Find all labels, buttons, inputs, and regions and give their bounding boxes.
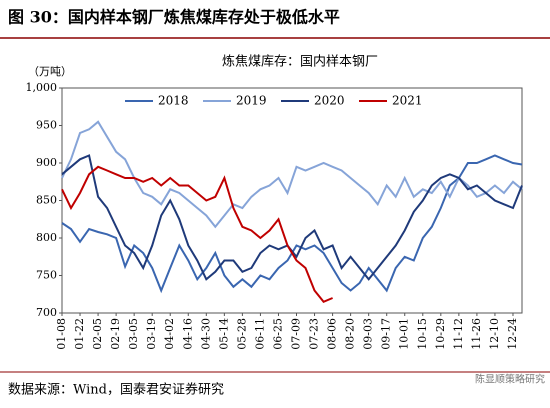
y-tick-label: 850	[36, 194, 57, 207]
y-tick-label: 800	[36, 231, 57, 244]
x-tick-label: 10-29	[434, 318, 447, 350]
y-tick-label: 750	[36, 269, 57, 282]
x-tick-label: 04-02	[163, 318, 176, 350]
y-tick-label: 700	[36, 306, 57, 319]
source: 数据来源：Wind，国泰君安证券研究	[8, 382, 224, 398]
x-tick-label: 06-11	[253, 318, 266, 350]
plot-frame	[61, 87, 523, 314]
x-tick-label: 05-28	[235, 318, 248, 350]
legend-label: 2018	[158, 94, 189, 108]
x-tick-label: 01-22	[73, 318, 86, 350]
x-tick-label: 02-05	[91, 318, 104, 350]
y-tick-label: 900	[36, 156, 57, 169]
x-tick-label: 05-14	[217, 318, 230, 350]
x-tick-label: 01-08	[55, 318, 68, 350]
x-tick-label: 07-09	[290, 318, 303, 350]
figure-title: 图 30：国内样本钢厂炼焦煤库存处于极低水平	[8, 8, 340, 27]
y-tick-label: 950	[36, 119, 57, 132]
chart-title: 炼焦煤库存：国内样本钢厂	[222, 54, 378, 70]
x-tick-label: 08-06	[326, 318, 339, 350]
y-tick-label: 1,000	[26, 81, 58, 94]
series-line	[61, 154, 523, 281]
x-tick-label: 10-01	[398, 318, 411, 350]
series-line	[61, 120, 523, 229]
legend-label: 2021	[392, 94, 423, 108]
legend-label: 2020	[314, 94, 345, 108]
x-tick-label: 03-05	[127, 318, 140, 350]
x-tick-label: 06-25	[271, 318, 284, 350]
y-unit: （万吨）	[28, 65, 72, 78]
watermark: 陈显顺策略研究	[475, 373, 545, 386]
x-tick-label: 12-24	[506, 318, 519, 350]
x-tick-label: 12-10	[488, 318, 501, 350]
series-line	[61, 165, 333, 304]
x-tick-label: 10-15	[416, 318, 429, 350]
x-tick-label: 03-19	[145, 318, 158, 350]
x-tick-label: 09-03	[362, 318, 375, 350]
legend-label: 2019	[236, 94, 267, 108]
x-tick-label: 08-20	[344, 318, 357, 350]
x-tick-label: 11-12	[452, 318, 465, 350]
x-tick-label: 02-19	[109, 318, 122, 350]
x-tick-label: 11-26	[470, 318, 483, 350]
x-tick-label: 04-16	[181, 318, 194, 350]
x-tick-label: 04-30	[199, 318, 212, 350]
x-tick-label: 09-17	[380, 318, 393, 350]
x-tick-label: 07-23	[308, 318, 321, 350]
